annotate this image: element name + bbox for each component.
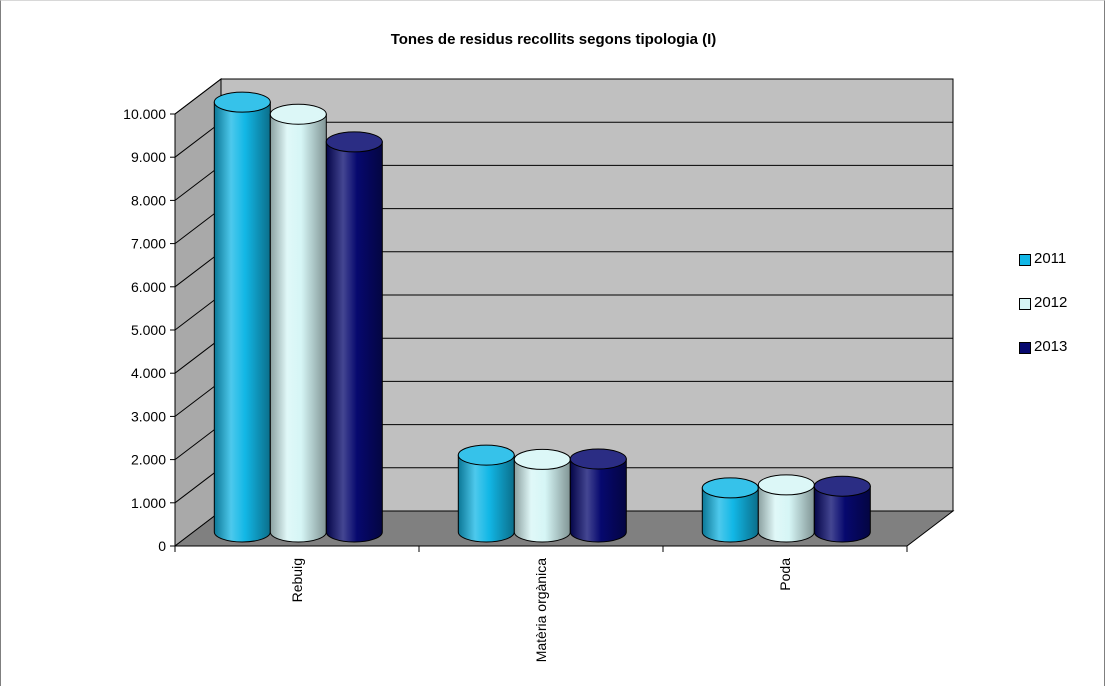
cylinder-top [513,448,571,470]
cylinder-body [701,487,759,543]
cylinder-body [457,454,515,543]
y-tick-label: 10.000 [123,106,166,122]
gridline-side [174,467,222,504]
cylinder-top [213,91,271,113]
bar-2011-0 [213,91,271,543]
y-tick-label: 6.000 [131,279,166,295]
y-tick-label: 9.000 [131,149,166,165]
bar-2012-0 [269,103,327,543]
axes [170,113,908,552]
cylinder-top [457,444,515,466]
bar-2013-1 [569,448,627,543]
y-tick-label: 1.000 [131,495,166,511]
bar-2012-2 [757,474,815,543]
cylinder-body [213,101,271,543]
legend-swatch [1019,298,1031,310]
category-label: Matèria orgànica [533,558,549,662]
cylinder-body [325,141,383,543]
bar-2013-2 [813,475,871,543]
cylinder-body [757,484,815,543]
cylinder-top [813,475,871,497]
y-tick-label: 0 [158,538,166,554]
gridline-side [174,78,222,115]
y-tick-labels: 0 1.000 2.000 3.000 4.000 5.000 6.000 7.000 8.00… [123,106,166,554]
cylinder-body [269,113,327,543]
y-tick-label: 8.000 [131,192,166,208]
gridline-side [174,121,222,158]
y-tick-label: 3.000 [131,408,166,424]
cylinder-top [269,103,327,125]
legend-label: 2013 [1034,338,1068,355]
category-label: Poda [777,558,793,591]
cylinder-body [569,458,627,543]
bar-2012-1 [513,448,571,543]
gridline-side [174,208,222,244]
legend-swatch [1019,254,1031,266]
gridline-side [174,381,222,417]
gridline-side [174,165,222,201]
cylinder-body [513,458,571,543]
bars [213,91,871,543]
y-tick-label: 2.000 [131,452,166,468]
gridline-side [174,251,222,288]
y-tick-label: 4.000 [131,365,166,381]
cylinder-top [325,131,383,153]
legend-label: 2012 [1034,294,1068,311]
cylinder-top [757,474,815,496]
cylinder-top [569,448,627,470]
cylinder-top [701,477,759,499]
category-labels: Rebuig Matèria orgànica Poda [289,558,793,662]
cylinder-body [813,485,871,543]
category-label: Rebuig [289,558,305,602]
chart-title: Tones de residus recollits segons tipolo… [390,31,717,48]
gridline-side [174,294,222,331]
gridline-side [174,424,222,460]
bar-2013-0 [325,131,383,543]
y-tick-label: 7.000 [131,236,166,252]
gridline-side [174,337,222,374]
bar-2011-2 [701,477,759,543]
legend-label: 2011 [1034,250,1067,267]
y-tick-label: 5.000 [131,322,166,338]
legend-swatch [1019,342,1031,354]
bar-2011-1 [457,444,515,543]
